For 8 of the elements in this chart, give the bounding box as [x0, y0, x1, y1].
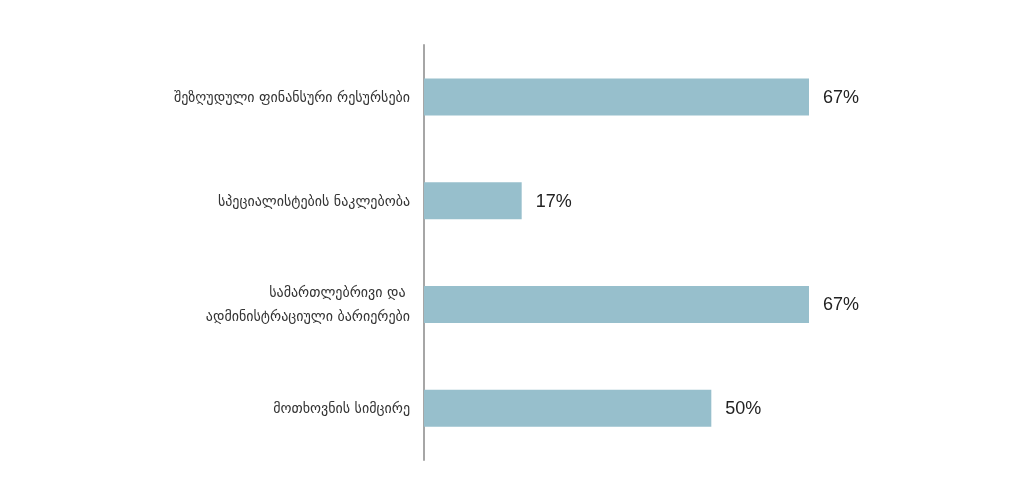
data-label: 67%	[823, 294, 860, 315]
data-label: 67%	[823, 86, 860, 107]
data-label: 50%	[725, 398, 762, 419]
y-tick-label: სამართლებრივი და ადმინისტრაციული ბარიერები	[205, 284, 410, 325]
y-tick-label: შეზღუდული ფინანსური რესურსები	[174, 88, 410, 105]
y-tick-label: სპეციალისტების ნაკლებობა	[217, 192, 410, 209]
data-label: 17%	[535, 190, 572, 211]
y-tick-label: მოთხოვნის სიმცირე	[273, 400, 410, 417]
